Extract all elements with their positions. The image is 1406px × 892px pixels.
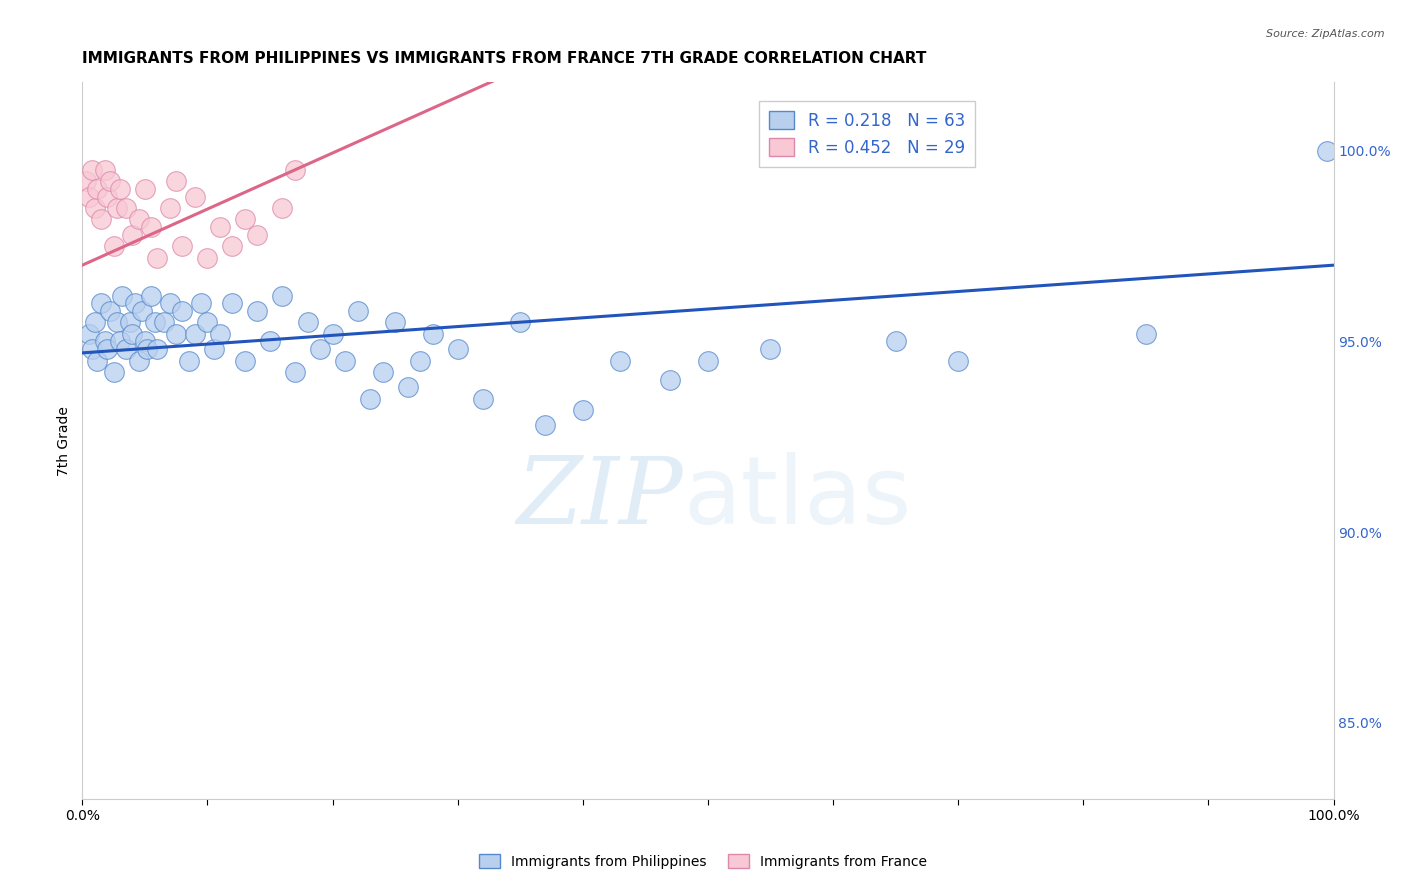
Point <box>139 288 162 302</box>
Point <box>108 334 131 349</box>
Y-axis label: 7th Grade: 7th Grade <box>58 406 72 475</box>
Point <box>86 182 108 196</box>
Point <box>165 174 187 188</box>
Point <box>83 315 105 329</box>
Point <box>233 212 256 227</box>
Point <box>759 342 782 356</box>
Point <box>534 418 557 433</box>
Point <box>271 288 294 302</box>
Point <box>131 304 153 318</box>
Point <box>221 239 243 253</box>
Point <box>422 326 444 341</box>
Point <box>946 353 969 368</box>
Point <box>105 315 128 329</box>
Point <box>146 342 169 356</box>
Point <box>146 251 169 265</box>
Text: ZIP: ZIP <box>516 453 683 543</box>
Point <box>143 315 166 329</box>
Point <box>509 315 531 329</box>
Point <box>77 189 100 203</box>
Point <box>105 201 128 215</box>
Point <box>94 162 117 177</box>
Point <box>82 342 104 356</box>
Point <box>259 334 281 349</box>
Point <box>134 182 156 196</box>
Point <box>571 403 593 417</box>
Point <box>96 342 118 356</box>
Point <box>409 353 432 368</box>
Point <box>83 201 105 215</box>
Point <box>115 201 138 215</box>
Legend: R = 0.218   N = 63, R = 0.452   N = 29: R = 0.218 N = 63, R = 0.452 N = 29 <box>759 101 974 167</box>
Point <box>333 353 356 368</box>
Point <box>98 304 121 318</box>
Point <box>134 334 156 349</box>
Point <box>172 239 194 253</box>
Point <box>609 353 631 368</box>
Point <box>284 162 307 177</box>
Point <box>159 201 181 215</box>
Point <box>121 227 143 242</box>
Point <box>139 220 162 235</box>
Point <box>184 326 207 341</box>
Point <box>90 296 112 310</box>
Point <box>284 365 307 379</box>
Point <box>128 353 150 368</box>
Point <box>197 315 219 329</box>
Point <box>136 342 159 356</box>
Text: IMMIGRANTS FROM PHILIPPINES VS IMMIGRANTS FROM FRANCE 7TH GRADE CORRELATION CHAR: IMMIGRANTS FROM PHILIPPINES VS IMMIGRANT… <box>83 51 927 66</box>
Point <box>197 251 219 265</box>
Point <box>396 380 419 394</box>
Point <box>447 342 470 356</box>
Point <box>86 353 108 368</box>
Point <box>98 174 121 188</box>
Point <box>202 342 225 356</box>
Point <box>246 304 269 318</box>
Point <box>1135 326 1157 341</box>
Point <box>152 315 174 329</box>
Point <box>297 315 319 329</box>
Point <box>94 334 117 349</box>
Point <box>659 373 682 387</box>
Point <box>346 304 368 318</box>
Point <box>115 342 138 356</box>
Point <box>124 296 146 310</box>
Point <box>96 189 118 203</box>
Point <box>77 326 100 341</box>
Point <box>471 392 494 406</box>
Point <box>384 315 406 329</box>
Point <box>90 212 112 227</box>
Point <box>208 220 231 235</box>
Point <box>75 174 97 188</box>
Point <box>1316 144 1339 158</box>
Point <box>309 342 332 356</box>
Point <box>884 334 907 349</box>
Text: Source: ZipAtlas.com: Source: ZipAtlas.com <box>1267 29 1385 39</box>
Point <box>246 227 269 242</box>
Point <box>159 296 181 310</box>
Legend: Immigrants from Philippines, Immigrants from France: Immigrants from Philippines, Immigrants … <box>474 848 932 874</box>
Point <box>108 182 131 196</box>
Point <box>118 315 141 329</box>
Point <box>271 201 294 215</box>
Point <box>371 365 394 379</box>
Point <box>184 189 207 203</box>
Point <box>111 288 134 302</box>
Point <box>359 392 381 406</box>
Point <box>322 326 344 341</box>
Point <box>165 326 187 341</box>
Point <box>121 326 143 341</box>
Point <box>103 239 125 253</box>
Point <box>696 353 718 368</box>
Text: atlas: atlas <box>683 452 911 544</box>
Point <box>208 326 231 341</box>
Point <box>177 353 200 368</box>
Point <box>190 296 212 310</box>
Point <box>82 162 104 177</box>
Point <box>233 353 256 368</box>
Point <box>103 365 125 379</box>
Point <box>221 296 243 310</box>
Point <box>172 304 194 318</box>
Point <box>128 212 150 227</box>
